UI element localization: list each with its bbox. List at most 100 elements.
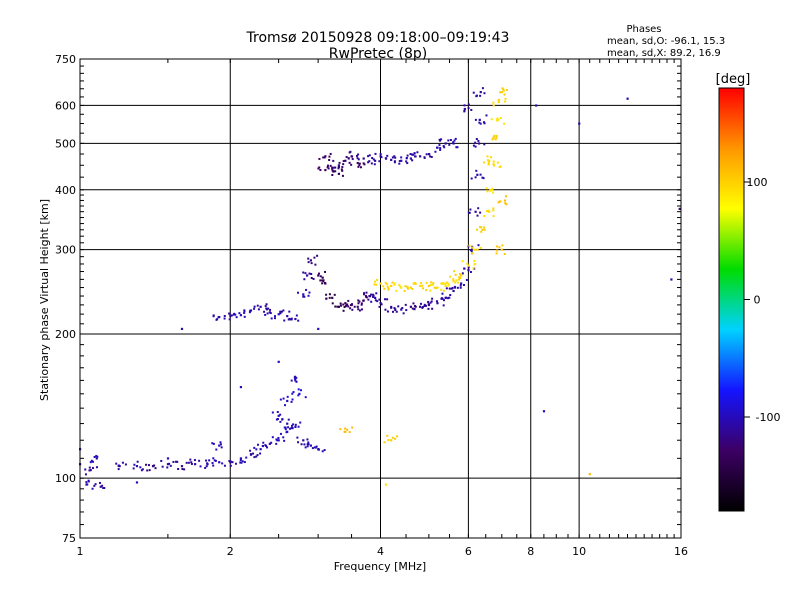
data-point: [386, 298, 389, 301]
data-point: [220, 446, 223, 449]
data-point: [455, 146, 458, 149]
data-point: [279, 432, 282, 435]
data-point: [189, 458, 192, 461]
data-point: [492, 164, 496, 167]
data-point: [492, 137, 495, 140]
data-point: [287, 318, 290, 321]
data-point: [459, 286, 462, 289]
data-point: [496, 245, 499, 248]
data-point: [318, 272, 321, 275]
data-point: [306, 274, 309, 277]
data-point: [279, 398, 282, 401]
data-point: [430, 300, 433, 303]
data-point: [328, 158, 331, 161]
data-point: [469, 248, 472, 251]
data-point: [315, 445, 318, 448]
data-point: [477, 139, 480, 142]
data-point: [117, 464, 120, 467]
data-point: [277, 414, 280, 417]
data-point: [290, 424, 293, 427]
data-point: [223, 464, 226, 467]
data-point: [399, 285, 402, 288]
data-point: [351, 155, 354, 158]
data-point: [386, 310, 389, 313]
data-point: [306, 443, 309, 446]
data-point: [448, 143, 451, 146]
data-point: [492, 209, 495, 212]
data-point: [168, 462, 171, 465]
data-point: [497, 99, 500, 102]
data-point: [308, 291, 311, 294]
data-point: [479, 90, 482, 94]
data-point: [357, 308, 360, 311]
data-point: [489, 188, 492, 191]
data-point: [503, 252, 506, 255]
data-point: [469, 208, 472, 211]
data-point: [483, 215, 486, 218]
data-point: [93, 455, 96, 458]
data-point: [372, 158, 375, 161]
data-point: [206, 462, 209, 465]
data-point: [362, 162, 365, 165]
data-point: [303, 295, 306, 298]
data-point: [419, 282, 422, 285]
data-point: [347, 157, 350, 160]
data-point: [436, 146, 439, 149]
data-point: [358, 162, 361, 165]
data-point: [169, 464, 172, 467]
data-point: [443, 146, 446, 149]
data-point: [297, 441, 300, 444]
data-point: [135, 481, 139, 484]
data-point: [350, 163, 353, 166]
data-point: [86, 483, 89, 486]
data-point: [211, 462, 214, 465]
data-point: [282, 436, 285, 439]
data-point: [223, 317, 226, 320]
data-point: [453, 270, 456, 273]
data-point: [387, 438, 390, 441]
data-point: [231, 461, 234, 464]
data-point: [85, 481, 88, 484]
data-point: [454, 137, 457, 140]
data-point: [214, 459, 217, 462]
chart-subtitle: RwPretec (8p): [329, 46, 427, 62]
data-point: [256, 443, 259, 446]
data-point: [409, 153, 412, 156]
data-point: [505, 203, 508, 206]
data-point: [275, 442, 278, 445]
data-point: [473, 259, 476, 262]
data-point: [232, 313, 235, 316]
data-point: [351, 308, 354, 311]
data-point: [337, 167, 340, 170]
data-point: [478, 121, 481, 124]
data-point: [496, 119, 499, 122]
data-point: [499, 116, 502, 119]
data-point: [434, 287, 437, 290]
data-point: [496, 161, 499, 164]
data-point: [88, 466, 91, 469]
data-point: [267, 307, 270, 310]
data-point: [412, 302, 415, 305]
data-point: [342, 163, 345, 166]
data-point: [273, 315, 276, 318]
data-point: [212, 457, 215, 460]
data-point: [238, 312, 241, 315]
data-point: [353, 305, 356, 308]
data-point: [215, 448, 218, 451]
data-point: [578, 122, 581, 125]
data-point: [400, 286, 403, 289]
data-point: [456, 146, 459, 149]
data-point: [498, 166, 501, 169]
data-point: [363, 292, 366, 295]
data-point: [339, 304, 342, 307]
data-point: [442, 282, 445, 285]
data-point: [98, 481, 101, 484]
data-point: [447, 297, 450, 300]
data-point: [419, 284, 422, 288]
data-point: [373, 283, 376, 286]
data-point: [285, 431, 288, 434]
data-point: [253, 446, 256, 449]
data-point: [429, 301, 432, 304]
data-point: [425, 288, 428, 291]
data-point: [423, 303, 426, 306]
